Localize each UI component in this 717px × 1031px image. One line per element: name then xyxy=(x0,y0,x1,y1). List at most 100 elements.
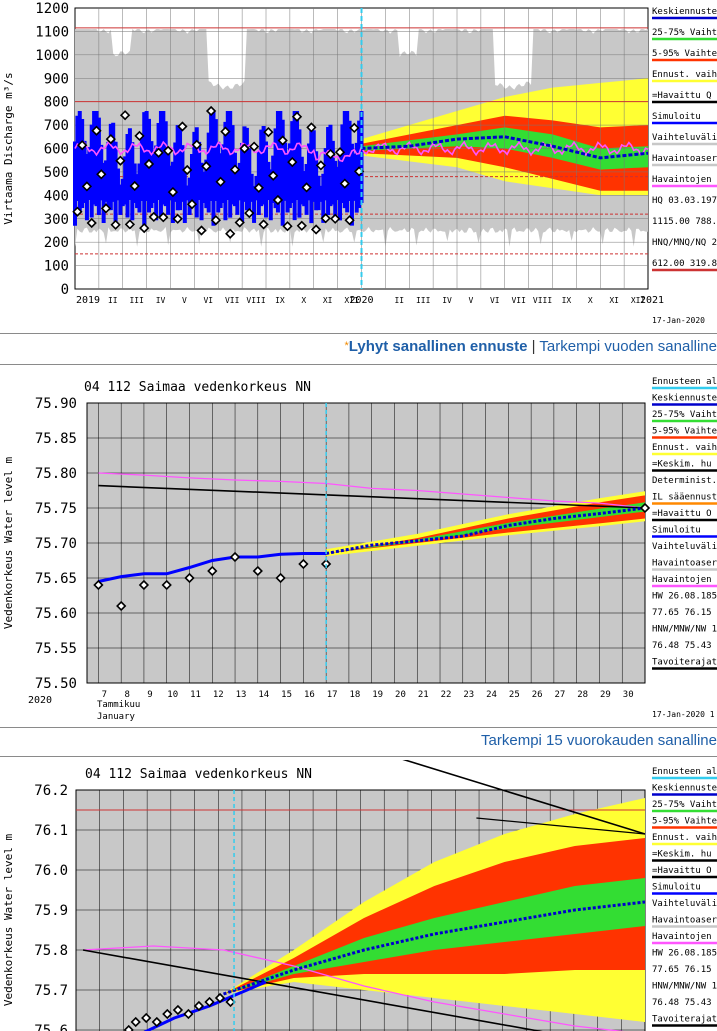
legend-label: =Keskim. hu xyxy=(652,850,712,860)
y-axis-label: Vedenkorkeus Water level m xyxy=(2,834,15,1007)
y-tick-label: 75.50 xyxy=(35,676,77,692)
x-tick-label: 11 xyxy=(190,690,201,700)
observed-point xyxy=(205,105,217,117)
observed-point xyxy=(191,139,202,150)
month-label: IV xyxy=(156,296,166,305)
legend-label: Ennusteen al xyxy=(652,377,717,387)
legend-label: =Havaittu O xyxy=(652,866,712,876)
month-label: VI xyxy=(203,296,213,305)
fifteen-day-forecast-link[interactable]: Tarkempi 15 vuorokauden sanalline xyxy=(481,732,717,749)
month-label: X xyxy=(301,296,306,305)
chart-title: 04 112 Saimaa vedenkorkeus NN xyxy=(84,380,311,395)
discharge-chart: 0 100 200 300 400 500 600 700 800 900 1000 1100 1200… xyxy=(2,1,717,325)
y-tick-label: 75.55 xyxy=(35,641,77,657)
legend-label: Havaintoaser xyxy=(652,559,717,569)
observed-point xyxy=(244,207,255,219)
date-label: 17-Jan-2020 xyxy=(652,316,705,325)
observed-point xyxy=(138,579,150,591)
month-label: IX xyxy=(275,296,285,305)
mean-forecast-line xyxy=(223,900,646,996)
observed-point xyxy=(275,572,286,584)
x-tick-label: 25 xyxy=(509,690,520,700)
observed-point xyxy=(639,502,651,514)
legend-label: 5-95% Vaihte xyxy=(652,49,717,59)
observed-point xyxy=(110,219,121,230)
month-label: X xyxy=(588,296,593,305)
observed-point xyxy=(204,996,215,1008)
observed-point xyxy=(330,213,341,224)
legend-label: HQ 03.03.197 xyxy=(652,196,717,206)
observed-point xyxy=(344,215,355,226)
separator xyxy=(0,364,717,365)
legend-label: Havaintoaser xyxy=(652,154,717,164)
observed-point xyxy=(229,164,241,175)
legend-label: 76.48 75.43 xyxy=(652,641,712,651)
observed-point xyxy=(310,224,322,235)
observed-point xyxy=(91,125,102,136)
observed-point xyxy=(177,121,188,132)
water-level-month-chart: 04 112 Saimaa vedenkorkeus NN 75.50 75.55 7… xyxy=(2,377,717,722)
observed-point xyxy=(184,572,195,584)
observed-point xyxy=(201,161,212,172)
date-label: 17-Jan-2020 1 xyxy=(652,710,715,719)
observed-point xyxy=(268,170,279,181)
month-label: V xyxy=(182,296,187,305)
x-tick-label: 12 xyxy=(213,690,224,700)
month-label: XII xyxy=(631,296,646,305)
month-label-en: January xyxy=(97,712,136,722)
year-forecast-link[interactable]: Tarkempi vuoden sanalline xyxy=(539,338,717,355)
x-tick-label: 20 xyxy=(395,690,406,700)
legend-label: Simuloitu xyxy=(652,112,701,122)
observed-point xyxy=(161,579,172,591)
observed-point xyxy=(298,558,309,570)
chart-title: 04 112 Saimaa vedenkorkeus NN xyxy=(85,767,312,782)
observed-point xyxy=(119,110,131,121)
y-tick-label: 600 xyxy=(44,142,69,158)
mean-forecast-line xyxy=(325,506,646,555)
forecast-band xyxy=(326,502,645,554)
observed-point xyxy=(229,551,241,563)
y-tick-label: 75.80 xyxy=(35,466,77,482)
y-tick-label: 500 xyxy=(44,165,69,181)
legend-label: Ennust. vaih xyxy=(652,443,717,453)
legend-label: Simuloitu xyxy=(652,883,701,893)
month-label: VII xyxy=(511,296,526,305)
y-tick-label: 75.65 xyxy=(35,571,77,587)
legend-label: Ennust. vaih xyxy=(652,70,717,80)
observed-point xyxy=(186,199,198,210)
legend-label: HNW/MNW/NW 1 xyxy=(652,982,717,992)
observed-point xyxy=(258,219,269,230)
month-label: VIII xyxy=(246,296,265,305)
short-forecast-link[interactable]: Lyhyt sanallinen ennuste xyxy=(348,338,528,355)
observed-point xyxy=(339,178,350,189)
x-tick-label: 7 xyxy=(102,690,107,700)
legend-label: Havaintoaser xyxy=(652,916,717,926)
y-tick-label: 76.0 xyxy=(34,863,68,879)
legend-label: =Havaittu O xyxy=(652,509,712,519)
year-label: 2021 xyxy=(640,295,664,306)
link-separator: | xyxy=(527,338,540,355)
x-tick-label: 21 xyxy=(418,690,429,700)
mean-level-line xyxy=(82,949,543,1031)
legend-label: HNW/MNW/NW 1 xyxy=(652,625,717,635)
observed-point xyxy=(334,147,346,158)
month-label: VII xyxy=(225,296,240,305)
x-tick-label: 22 xyxy=(441,690,452,700)
observed-point xyxy=(193,1000,205,1012)
link-row-2: Tarkempi 15 vuorokauden sanalline xyxy=(481,732,717,749)
y-tick-label: 300 xyxy=(44,212,69,228)
legend-label: 77.65 76.15 xyxy=(652,965,712,975)
pink-line xyxy=(98,472,646,509)
observed-point xyxy=(315,160,327,171)
y-tick-label: 1200 xyxy=(35,1,69,17)
legend-label: Keskiennuste xyxy=(652,394,717,404)
observed-point xyxy=(158,212,169,223)
legend-label: IL sääennust xyxy=(652,493,717,503)
x-tick-label: 8 xyxy=(124,690,129,700)
observed-point xyxy=(141,1012,152,1024)
legend-label: Ennust. vaih xyxy=(652,833,717,843)
legend-label: 25-75% Vaiht xyxy=(652,410,717,420)
observed-point xyxy=(130,1016,141,1028)
observed-point xyxy=(248,141,260,152)
observed-point xyxy=(167,186,179,198)
